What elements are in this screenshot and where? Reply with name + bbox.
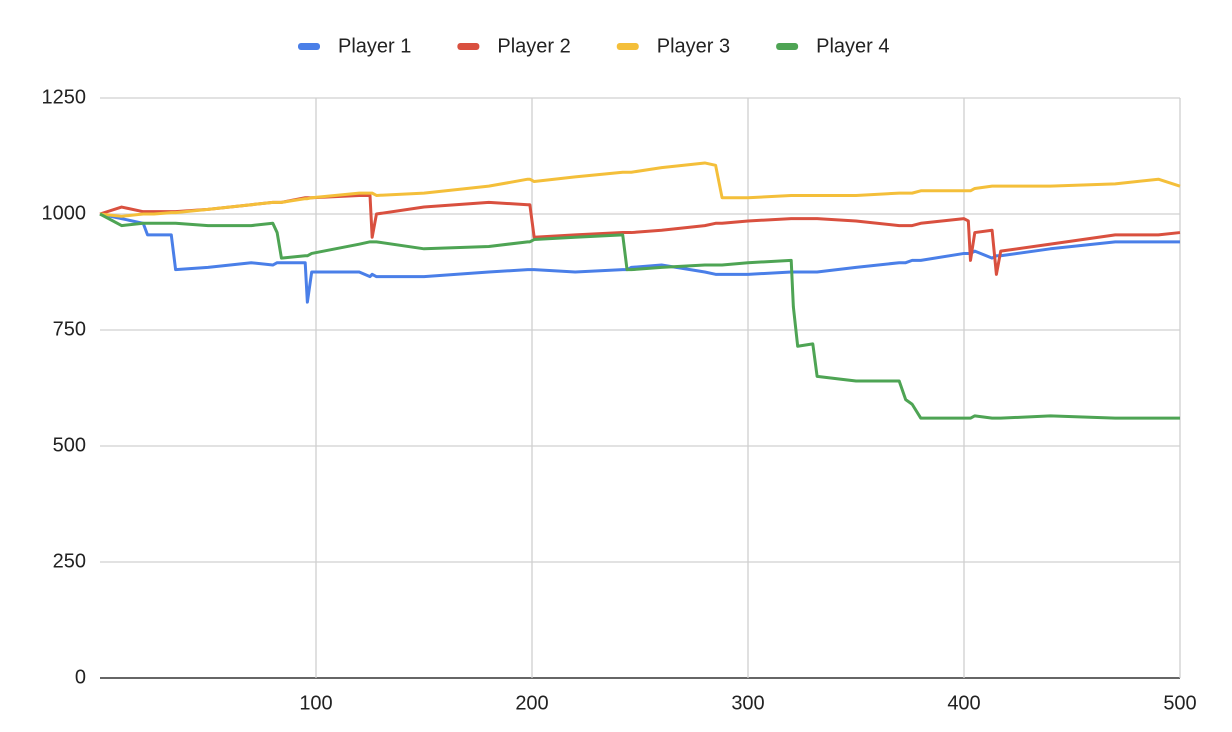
x-tick-label: 300 xyxy=(731,692,764,714)
legend-swatch xyxy=(776,43,799,50)
y-tick-label: 500 xyxy=(53,434,86,456)
legend-swatch xyxy=(457,43,480,50)
legend-swatch xyxy=(298,43,320,50)
series-line xyxy=(99,212,1180,304)
x-tick-label: 100 xyxy=(299,692,332,714)
x-tick-label: 500 xyxy=(1163,692,1196,714)
y-tick-label: 250 xyxy=(53,550,86,572)
legend-swatch xyxy=(616,43,639,50)
y-tick-label: 0 xyxy=(75,666,86,688)
series-line xyxy=(99,161,1181,218)
y-tick-label: 1000 xyxy=(42,202,87,224)
y-tick-label: 1250 xyxy=(42,86,87,108)
y-tick-label: 750 xyxy=(53,318,86,340)
legend-label: Player 3 xyxy=(657,35,730,57)
x-tick-label: 200 xyxy=(515,692,548,714)
legend-label: Player 4 xyxy=(816,35,889,57)
legend-label: Player 1 xyxy=(338,35,411,57)
legend-label: Player 2 xyxy=(497,35,570,57)
series-line xyxy=(99,212,1180,420)
x-tick-label: 400 xyxy=(947,692,980,714)
